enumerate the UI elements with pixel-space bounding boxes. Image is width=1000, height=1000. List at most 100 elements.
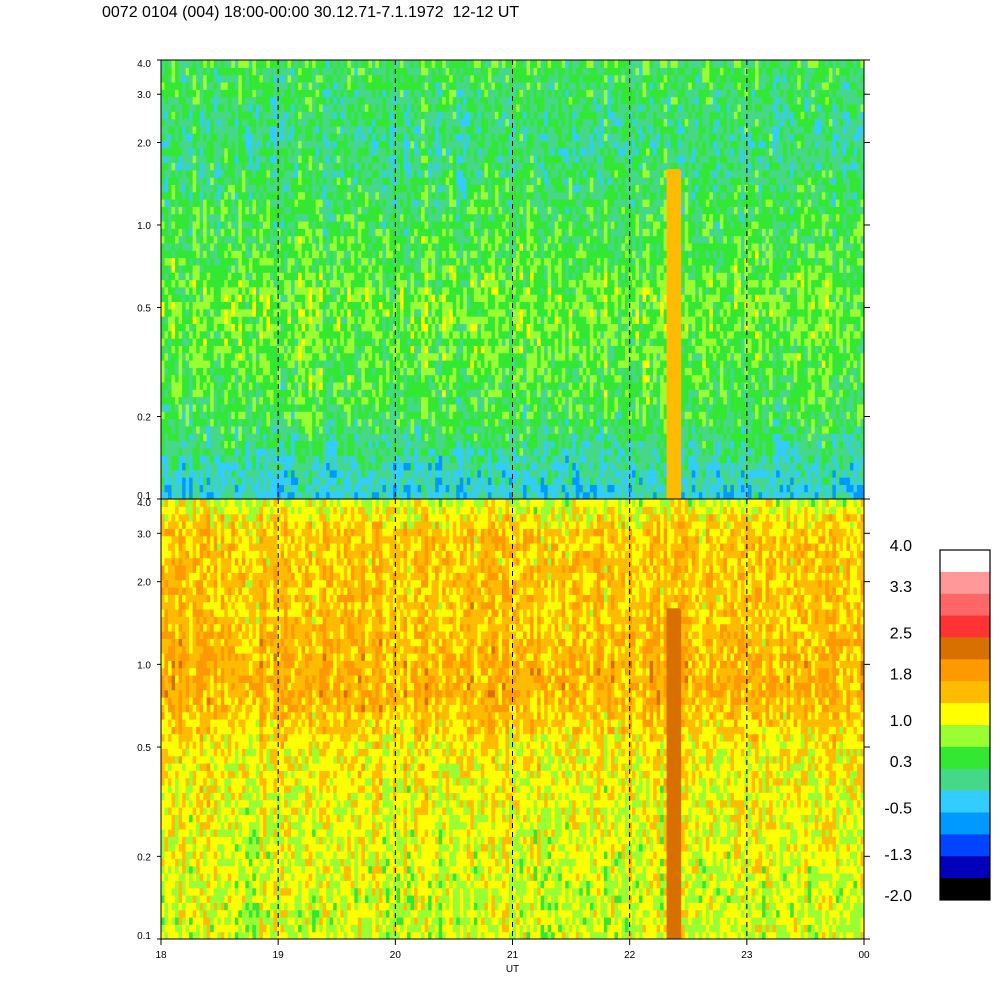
heatmap-cell xyxy=(178,330,183,339)
heatmap-cell xyxy=(319,338,324,346)
heatmap-cell xyxy=(414,133,419,142)
heatmap-cell xyxy=(375,403,380,412)
heatmap-cell xyxy=(354,96,359,105)
heatmap-cell xyxy=(347,396,352,405)
heatmap-cell xyxy=(389,74,394,83)
heatmap-cell xyxy=(382,118,387,127)
heatmap-cell xyxy=(213,155,218,164)
heatmap-cell xyxy=(234,272,239,281)
heatmap-cell xyxy=(168,169,173,178)
heatmap-cell xyxy=(210,67,215,76)
heatmap-cell xyxy=(343,162,348,171)
heatmap-cell xyxy=(231,455,236,464)
heatmap-cell xyxy=(238,199,243,207)
heatmap-cell xyxy=(178,425,183,434)
heatmap-cell xyxy=(410,330,415,339)
heatmap-cell xyxy=(192,491,197,499)
heatmap-cell xyxy=(378,162,384,171)
heatmap-cell xyxy=(424,440,429,449)
heatmap-cell xyxy=(294,169,299,178)
heatmap-cell xyxy=(182,455,187,464)
heatmap-cell xyxy=(410,177,415,185)
heatmap-cell xyxy=(329,374,334,383)
heatmap-cell xyxy=(343,301,348,310)
heatmap-cell xyxy=(438,477,443,485)
heatmap-cell xyxy=(414,74,419,83)
heatmap-cell xyxy=(389,455,394,464)
heatmap-cell xyxy=(175,316,180,324)
heatmap-cell xyxy=(417,381,422,390)
heatmap-cell xyxy=(308,169,313,178)
heatmap-cell xyxy=(178,199,183,207)
heatmap-cell xyxy=(291,279,296,288)
heatmap-cell xyxy=(396,125,401,134)
heatmap-cell xyxy=(220,147,225,156)
heatmap-cell xyxy=(238,272,243,281)
heatmap-cell xyxy=(414,169,419,178)
heatmap-cell xyxy=(196,140,201,149)
heatmap-cell xyxy=(168,250,173,259)
heatmap-cell xyxy=(234,257,239,266)
heatmap-cell xyxy=(333,389,338,398)
heatmap-cell xyxy=(273,184,278,193)
heatmap-cell xyxy=(245,374,250,383)
heatmap-cell xyxy=(217,367,222,376)
heatmap-cell xyxy=(431,359,436,368)
heatmap-cell xyxy=(414,220,419,229)
heatmap-cell xyxy=(319,242,324,251)
heatmap-cell xyxy=(171,418,176,427)
heatmap-cell xyxy=(319,359,324,368)
heatmap-cell xyxy=(305,60,310,68)
heatmap-cell xyxy=(255,455,261,464)
heatmap-cell xyxy=(382,330,387,339)
heatmap-cell xyxy=(171,213,176,222)
heatmap-cell xyxy=(343,169,348,178)
heatmap-cell xyxy=(336,367,341,376)
heatmap-cell xyxy=(171,103,176,112)
heatmap-cell xyxy=(164,279,169,288)
heatmap-cell xyxy=(428,213,433,222)
heatmap-cell xyxy=(319,425,324,434)
heatmap-cell xyxy=(305,147,310,156)
heatmap-cell xyxy=(442,374,447,383)
heatmap-cell xyxy=(164,294,169,303)
heatmap-cell xyxy=(234,96,239,105)
heatmap-cell xyxy=(308,162,313,171)
heatmap-cell xyxy=(203,323,208,332)
heatmap-cell xyxy=(164,301,169,310)
heatmap-cell xyxy=(196,103,201,112)
heatmap-cell xyxy=(375,301,380,310)
heatmap-cell xyxy=(168,389,173,398)
heatmap-cell xyxy=(161,440,166,449)
heatmap-cell xyxy=(262,286,268,295)
heatmap-cell xyxy=(273,60,278,68)
heatmap-cell xyxy=(326,147,331,156)
heatmap-cell xyxy=(262,228,268,237)
heatmap-cell xyxy=(206,462,211,471)
heatmap-cell xyxy=(435,345,440,354)
heatmap-cell xyxy=(336,462,341,471)
heatmap-cell xyxy=(291,264,296,273)
heatmap-cell xyxy=(199,440,204,449)
heatmap-cell xyxy=(189,462,194,471)
heatmap-cell xyxy=(220,411,225,420)
heatmap-cell xyxy=(220,425,225,434)
heatmap-cell xyxy=(252,235,257,244)
heatmap-cell xyxy=(407,477,412,485)
heatmap-cell xyxy=(217,477,222,485)
heatmap-cell xyxy=(280,440,285,449)
heatmap-cell xyxy=(294,206,299,215)
heatmap-cell xyxy=(445,433,450,442)
heatmap-cell xyxy=(357,96,362,105)
heatmap-cell xyxy=(449,74,454,83)
heatmap-cell xyxy=(284,286,289,295)
heatmap-cell xyxy=(192,316,197,324)
heatmap-cell xyxy=(252,308,257,317)
heatmap-cell xyxy=(403,447,408,456)
heatmap-cell xyxy=(182,345,187,354)
heatmap-cell xyxy=(343,147,348,156)
heatmap-cell xyxy=(357,389,362,398)
heatmap-cell xyxy=(326,74,331,83)
heatmap-cell xyxy=(185,220,190,229)
heatmap-cell xyxy=(245,316,250,324)
